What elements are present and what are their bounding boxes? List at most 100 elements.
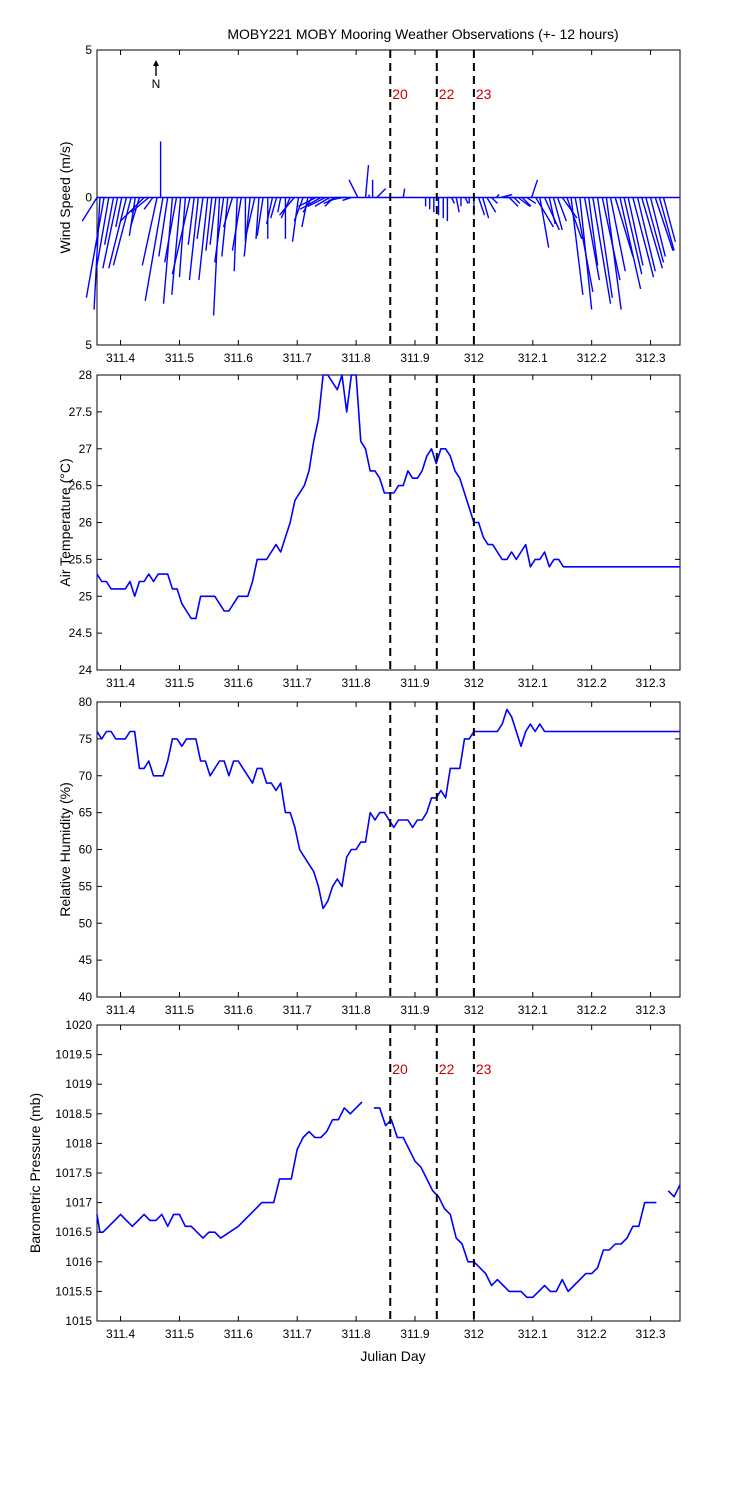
y-tick-label: 45 [79,953,93,967]
wind-vector [641,197,664,269]
figure-title: MOBY221 MOBY Mooring Weather Observation… [227,26,618,42]
x-tick-label: 312 [464,676,484,690]
event-label: 23 [476,86,492,102]
x-tick-label: 311.9 [400,351,429,365]
plot-frame [96,374,681,671]
x-tick-label: 312.1 [518,351,548,365]
y-tick-label: 24 [79,663,93,677]
y-tick-label: 1017 [65,1196,92,1210]
wind-vector [144,197,164,301]
y-tick-label: 55 [79,879,93,893]
panel-barometric_pressure: 1015 1015.5 1016 1016.5 1017 1017.5 1018 1018.5… [27,1018,681,1341]
y-tick-label: 70 [79,769,93,783]
x-tick-label: 312 [464,351,484,365]
wind-vector [609,197,626,272]
wind-vector [128,197,136,236]
y-tick-label: 1019.5 [55,1048,92,1062]
y-tick-label: 24.5 [69,626,93,640]
x-tick-label: 311.9 [400,1327,429,1341]
wind-vector [112,197,132,266]
x-axis-label: Julian Day [360,1348,425,1364]
series-line [96,1101,363,1239]
panel-relative_humidity: 40 45 50 55 60 65 70 75 80 311.4 311.5 311.6 311.7 31… [57,695,681,1017]
wind-vector [96,197,110,266]
wind-vector [158,197,169,257]
x-tick-label: 311.4 [106,1327,135,1341]
x-tick-label: 312 [464,1327,484,1341]
wind-vector [120,197,145,222]
wind-vector [243,197,251,257]
wind-vector [450,197,456,204]
wind-vector [477,197,486,216]
wind-vector [231,197,242,251]
wind-vector [178,197,187,278]
x-tick-label: 311.8 [342,1327,371,1341]
wind-vector [256,197,264,236]
wind-vector [342,196,352,202]
x-tick-label: 312.2 [577,351,607,365]
wind-vector [526,196,537,204]
x-tick-label: 312.1 [518,1003,548,1017]
wind-vector [277,197,282,213]
x-tick-label: 312.1 [518,676,548,690]
y-tick-label: 27.5 [69,405,93,419]
wind-vector [552,197,563,231]
wind-vector [601,197,621,281]
plot-frame [96,1024,681,1322]
wind-vector [500,193,513,199]
wind-vector [543,197,560,231]
series-line [373,1107,657,1299]
series-line [96,708,680,910]
wind-vector [93,197,101,310]
wind-vector [214,197,225,263]
wind-vector [486,197,497,213]
wind-vector [530,179,539,198]
wind-vector [588,197,599,266]
x-tick-label: 312.2 [577,1003,607,1017]
wind-vector [645,197,665,263]
wind-vector [102,197,119,269]
x-tick-label: 311.4 [106,676,135,690]
y-tick-label: 65 [79,806,93,820]
x-tick-label: 311.5 [165,351,194,365]
x-tick-label: 312.1 [518,1327,548,1341]
x-tick-label: 311.4 [106,1003,135,1017]
y-axis-label: Air Temperature (°C) [57,458,73,586]
x-tick-label: 312.2 [577,1327,607,1341]
wind-vector [539,197,550,248]
wind-vector [636,197,656,272]
wind-vector [508,197,519,207]
wind-vector [307,196,326,207]
x-tick-label: 311.5 [165,1003,194,1017]
x-tick-label: 311.5 [165,1327,194,1341]
wind-vector [556,197,568,222]
wind-vector [221,197,229,257]
wind-vector [85,197,105,298]
x-tick-label: 311.9 [400,1003,429,1017]
wind-vector [574,197,594,293]
event-label: 22 [439,86,455,102]
x-tick-label: 311.7 [283,676,312,690]
wind-vector [222,197,234,228]
wind-vector [164,197,178,263]
x-tick-label: 311.5 [165,676,194,690]
y-axis-label: Barometric Pressure (mb) [27,1093,43,1253]
wind-vector [364,164,370,198]
y-axis-label: Wind Speed (m/s) [57,141,73,253]
x-tick-label: 311.8 [342,351,371,365]
x-tick-label: 311.7 [283,1327,312,1341]
y-tick-label: 60 [79,843,93,857]
wind-vector [205,197,213,251]
wind-vector [649,197,666,257]
wind-vector [561,197,578,219]
panel-wind: 5 0 5 311.4 311.5 311.6 311.7 311.8 311.9 312 312.… [57,43,681,365]
wind-vector [596,197,613,298]
wind-vector [521,197,532,207]
wind-vector [654,197,674,251]
x-tick-label: 311.6 [224,1003,253,1017]
x-tick-label: 312.2 [577,676,607,690]
wind-vector [171,197,182,295]
wind-vector [623,197,643,275]
wind-vector [482,197,490,219]
